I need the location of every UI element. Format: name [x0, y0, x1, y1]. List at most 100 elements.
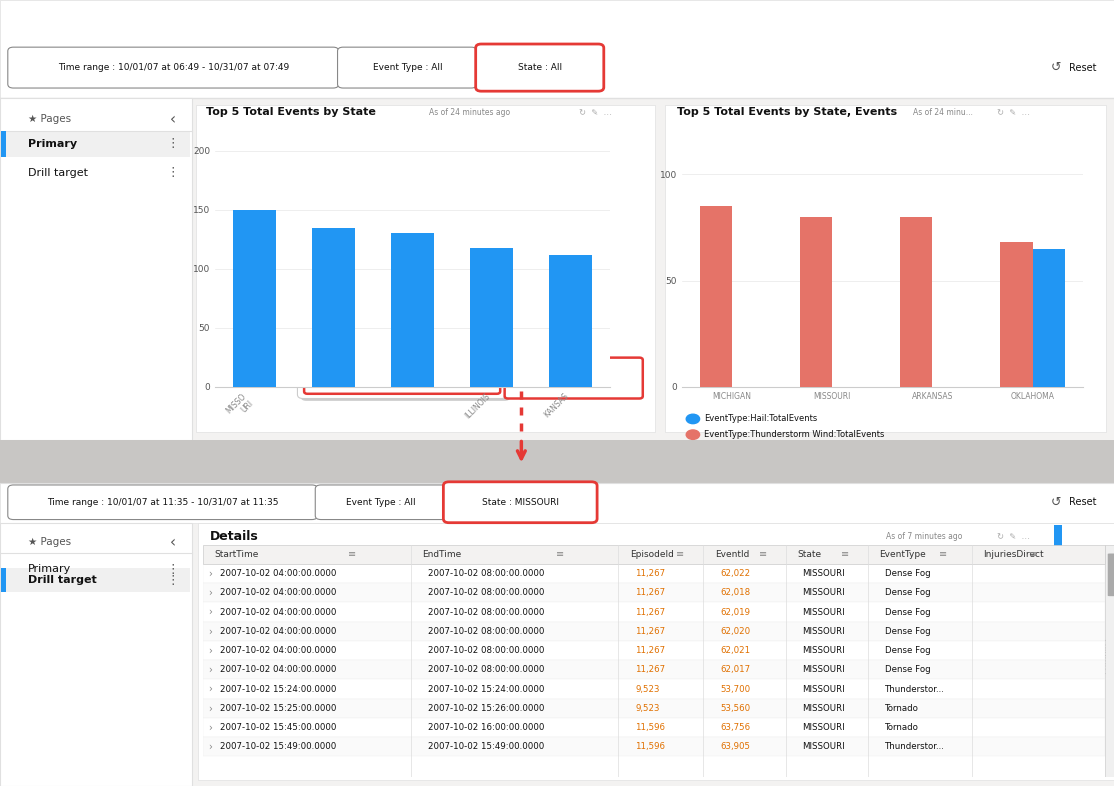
Text: 11,267: 11,267 [635, 569, 665, 578]
Text: ›: › [208, 568, 213, 578]
Text: Primary: Primary [28, 564, 71, 574]
Bar [312, 227, 355, 387]
Text: 2007-10-02 04:00:00.0000: 2007-10-02 04:00:00.0000 [219, 569, 336, 578]
Text: 2007-10-02 04:00:00.0000: 2007-10-02 04:00:00.0000 [219, 608, 336, 616]
Text: 11,267: 11,267 [635, 646, 665, 655]
Text: Tornado: Tornado [885, 723, 919, 732]
Text: ⋮: ⋮ [166, 167, 179, 179]
Text: MISSOURI: MISSOURI [802, 569, 846, 578]
Text: 2007-10-02 04:00:00.0000: 2007-10-02 04:00:00.0000 [219, 588, 336, 597]
Bar [549, 255, 593, 387]
Text: 2007-10-02 08:00:00.0000: 2007-10-02 08:00:00.0000 [428, 608, 544, 616]
Text: ›: › [208, 588, 213, 598]
Text: ≡: ≡ [939, 549, 947, 560]
Text: MISSOURI: MISSOURI [802, 646, 846, 655]
Text: Drill target: Drill target [521, 373, 582, 383]
Text: ⋮: ⋮ [166, 574, 179, 586]
Text: MISSOURI: MISSOURI [802, 608, 846, 616]
FancyBboxPatch shape [1, 131, 6, 157]
Text: ›: › [208, 703, 213, 713]
FancyBboxPatch shape [0, 98, 192, 440]
Text: Dense Fog: Dense Fog [885, 608, 930, 616]
FancyBboxPatch shape [203, 718, 1105, 737]
Bar [391, 233, 434, 387]
FancyBboxPatch shape [1107, 553, 1114, 596]
FancyBboxPatch shape [1, 131, 190, 157]
Text: EventType:Hail:TotalEvents: EventType:Hail:TotalEvents [704, 414, 818, 424]
Text: ›: › [208, 742, 213, 751]
Text: 9,523: 9,523 [635, 703, 659, 713]
FancyBboxPatch shape [1, 568, 190, 592]
Text: EpisodeId: EpisodeId [629, 550, 674, 559]
Text: 11,267: 11,267 [635, 665, 665, 674]
Text: ›: › [208, 626, 213, 637]
Text: ›: › [208, 645, 213, 656]
Text: 2007-10-02 16:00:00.0000: 2007-10-02 16:00:00.0000 [428, 723, 544, 732]
Text: ‹: ‹ [169, 534, 176, 550]
Text: Dense Fog: Dense Fog [885, 665, 930, 674]
Text: 11,267: 11,267 [635, 608, 665, 616]
Circle shape [686, 430, 700, 439]
Text: MISSOURI: MISSOURI [802, 626, 846, 636]
FancyBboxPatch shape [665, 105, 1106, 432]
Text: ⋮: ⋮ [166, 563, 179, 575]
FancyBboxPatch shape [0, 440, 1114, 483]
Text: EventId: EventId [715, 550, 749, 559]
Text: 9,523: 9,523 [635, 685, 659, 693]
Bar [900, 217, 932, 387]
Text: 2007-10-02 08:00:00.0000: 2007-10-02 08:00:00.0000 [428, 588, 544, 597]
Bar [233, 210, 276, 387]
FancyBboxPatch shape [0, 483, 1114, 523]
Text: ↺: ↺ [1051, 61, 1062, 74]
Text: Details: Details [209, 530, 258, 542]
FancyBboxPatch shape [8, 47, 339, 88]
Text: Time range : 10/01/07 at 06:49 - 10/31/07 at 07:49: Time range : 10/01/07 at 06:49 - 10/31/0… [58, 63, 290, 72]
Text: 11,596: 11,596 [635, 723, 665, 732]
Bar [470, 248, 514, 387]
Text: ≡: ≡ [349, 549, 356, 560]
Text: 62,022: 62,022 [721, 569, 751, 578]
Text: Top 5 Total Events by State, Events: Top 5 Total Events by State, Events [677, 108, 898, 117]
Text: ›: › [208, 607, 213, 617]
Text: ›: › [208, 722, 213, 733]
Text: State : All: State : All [518, 63, 563, 72]
Text: MISSOURI: MISSOURI [802, 723, 846, 732]
Text: 2007-10-02 15:45:00.0000: 2007-10-02 15:45:00.0000 [219, 723, 336, 732]
Text: EventType:Thunderstorm Wind:TotalEvents: EventType:Thunderstorm Wind:TotalEvents [704, 430, 885, 439]
Text: Drill target: Drill target [28, 575, 97, 585]
Text: 11,596: 11,596 [635, 742, 665, 751]
Text: Cross-filter: Cross-filter [320, 340, 380, 350]
Text: 2007-10-02 08:00:00.0000: 2007-10-02 08:00:00.0000 [428, 646, 544, 655]
FancyBboxPatch shape [203, 545, 1105, 564]
FancyBboxPatch shape [315, 485, 447, 520]
Text: ≡: ≡ [1029, 549, 1037, 560]
FancyBboxPatch shape [443, 482, 597, 523]
Text: Reset: Reset [1069, 498, 1097, 507]
Text: 62,018: 62,018 [721, 588, 751, 597]
Text: 62,019: 62,019 [721, 608, 751, 616]
Text: Event Type : All: Event Type : All [373, 63, 442, 72]
Text: 53,700: 53,700 [721, 685, 751, 693]
Text: 2007-10-02 15:24:00.0000: 2007-10-02 15:24:00.0000 [219, 685, 336, 693]
Text: Dense Fog: Dense Fog [885, 588, 930, 597]
Text: Columns: Columns [1101, 638, 1110, 674]
Text: 2007-10-02 15:24:00.0000: 2007-10-02 15:24:00.0000 [428, 685, 544, 693]
FancyBboxPatch shape [203, 622, 1105, 641]
FancyBboxPatch shape [1054, 525, 1062, 568]
Text: Reset: Reset [1069, 63, 1097, 72]
Text: 2007-10-02 04:00:00.0000: 2007-10-02 04:00:00.0000 [219, 665, 336, 674]
Text: ›: › [208, 665, 213, 675]
Text: ≡: ≡ [759, 549, 766, 560]
Text: Drill target: Drill target [28, 168, 88, 178]
Text: Dense Fog: Dense Fog [885, 646, 930, 655]
Text: 2007-10-02 15:49:00.0000: 2007-10-02 15:49:00.0000 [219, 742, 336, 751]
Text: MISSOURI: MISSOURI [802, 703, 846, 713]
Text: EndTime: EndTime [422, 550, 461, 559]
Text: ★ Pages: ★ Pages [28, 115, 71, 124]
FancyBboxPatch shape [198, 523, 1114, 780]
Text: Event Type : All: Event Type : All [346, 498, 416, 507]
Text: ↺: ↺ [1051, 496, 1062, 509]
Text: Dense Fog: Dense Fog [885, 626, 930, 636]
Bar [1033, 248, 1065, 387]
FancyBboxPatch shape [505, 358, 643, 399]
